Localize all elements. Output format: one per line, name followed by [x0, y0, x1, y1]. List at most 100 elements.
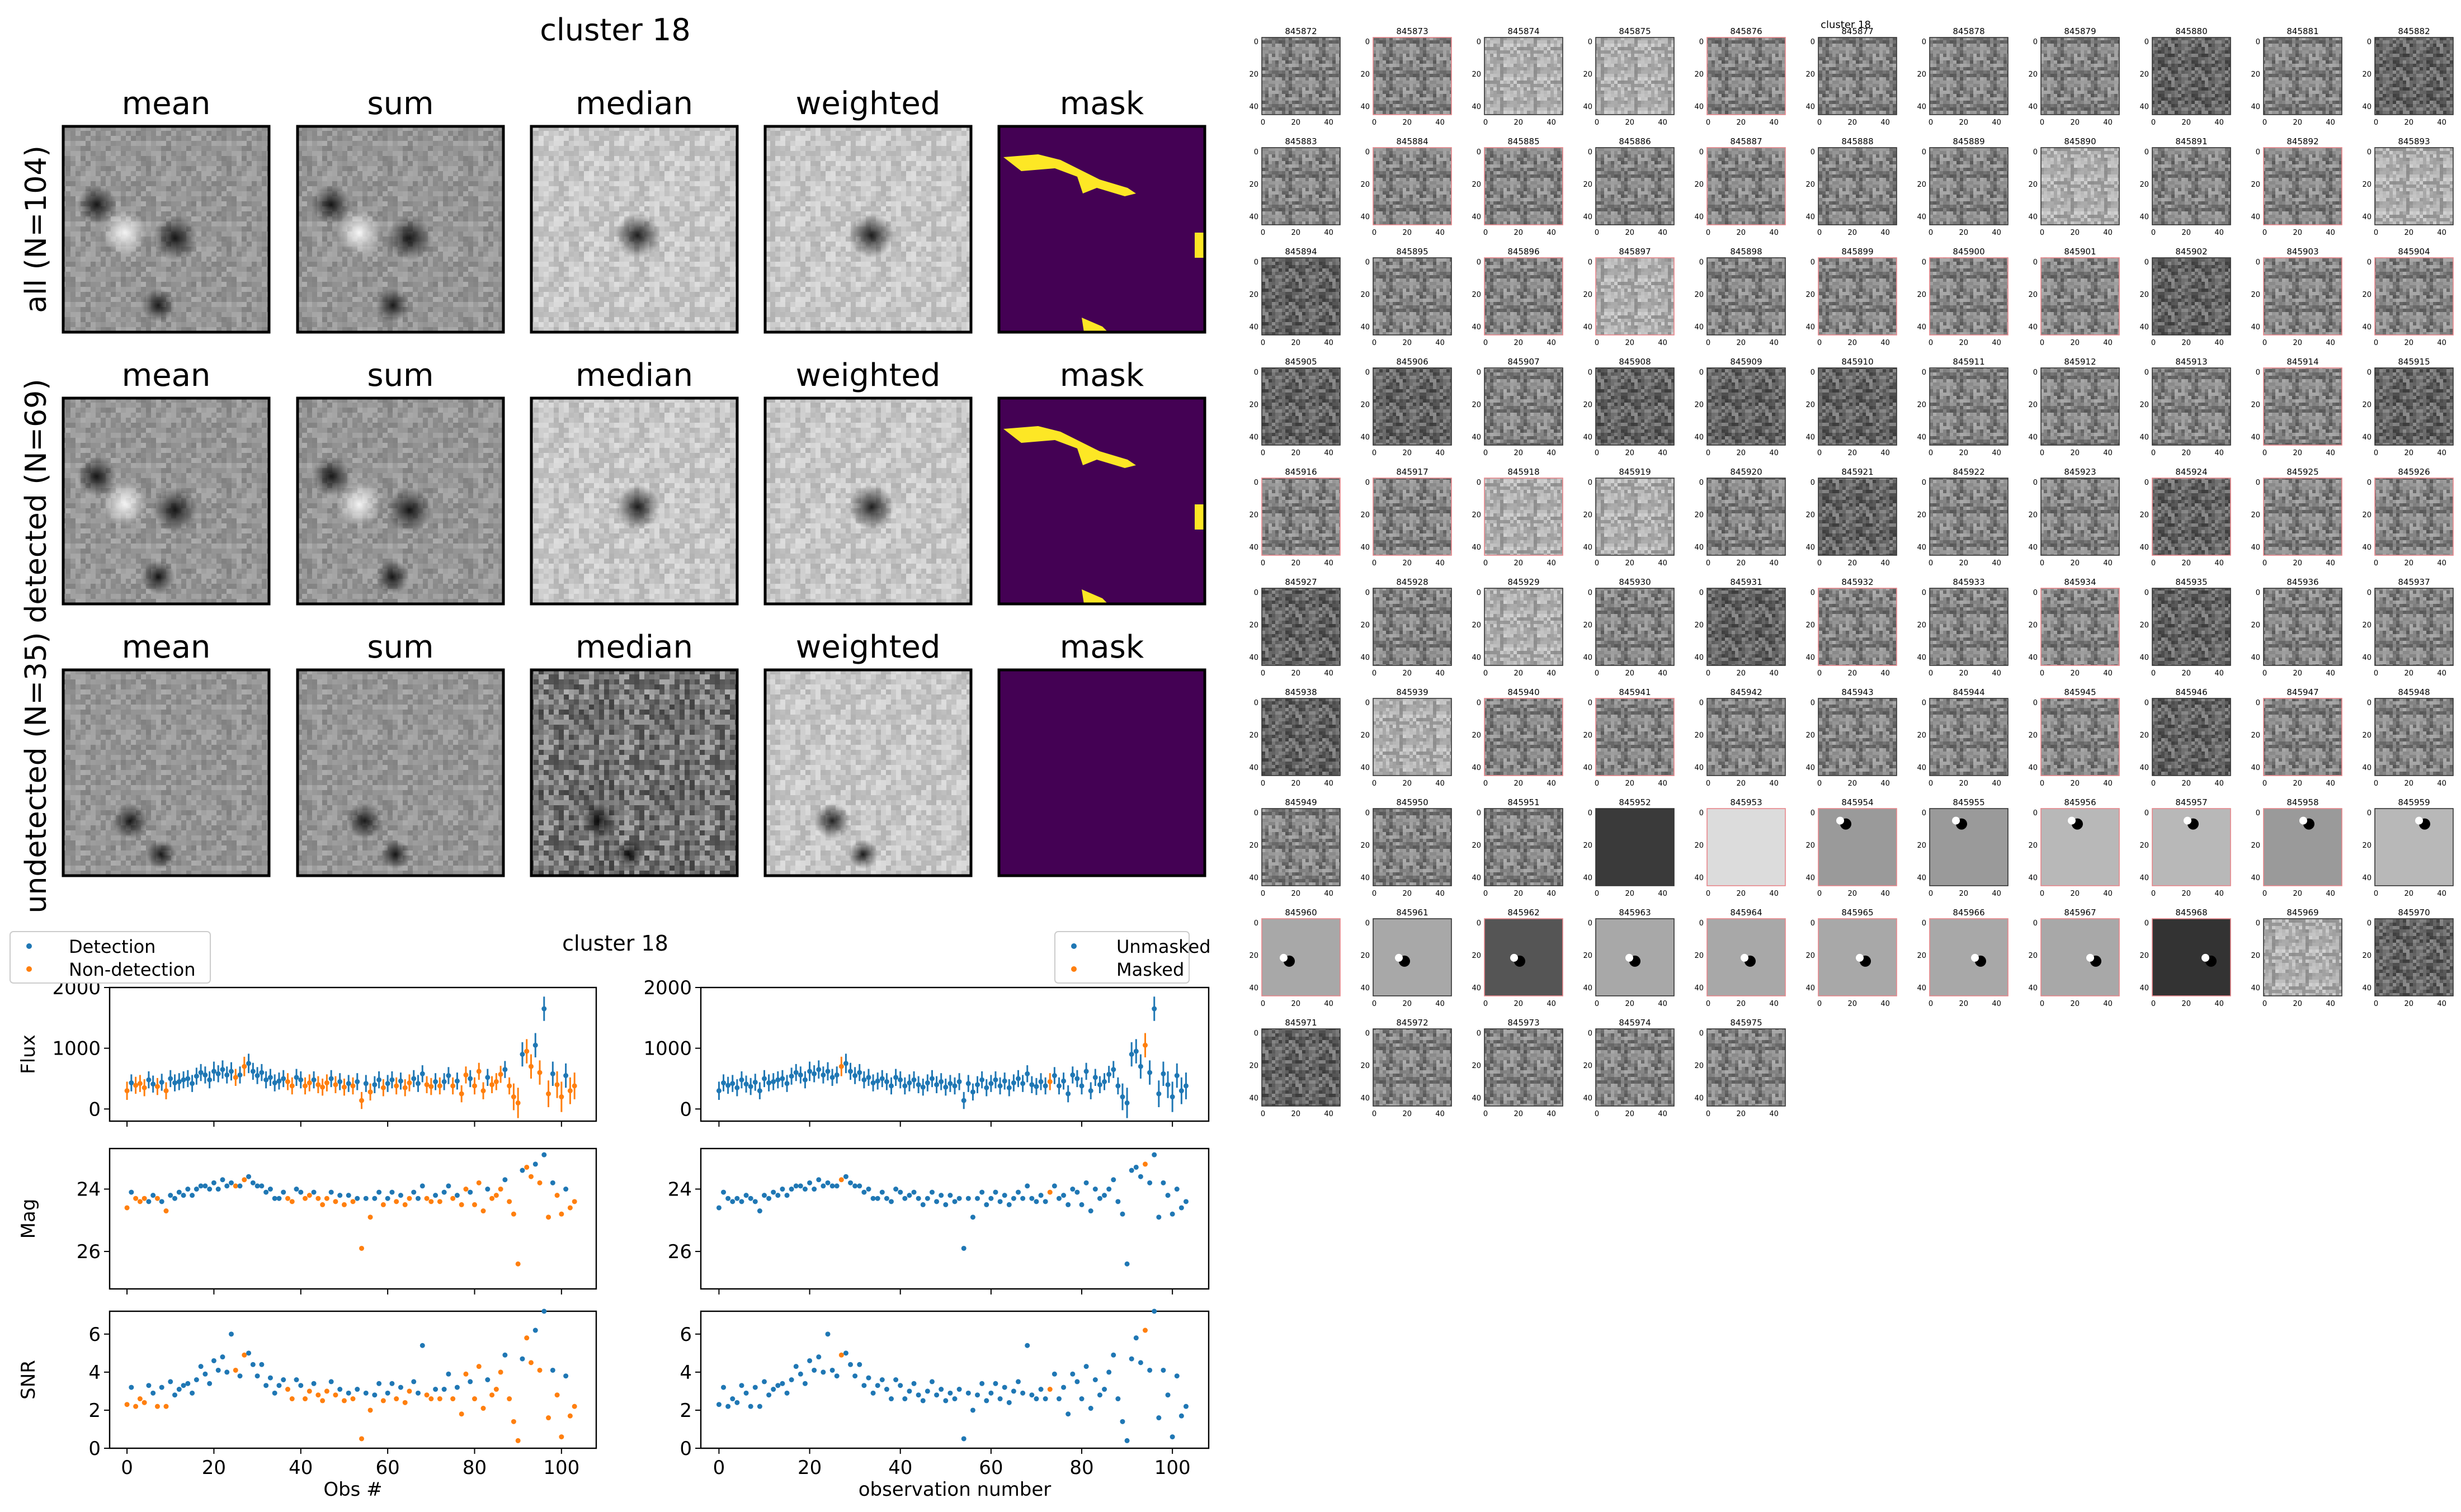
thumbnail-ytick: 0	[1477, 479, 1481, 487]
data-point	[372, 1392, 378, 1398]
thumbnail-ytick: 20	[1472, 511, 1481, 519]
data-point	[1052, 1183, 1057, 1189]
thumbnail-xtick: 20	[2182, 1000, 2191, 1008]
data-point	[829, 1075, 835, 1080]
image-panel	[763, 668, 973, 877]
thumbnail-ytick: 0	[1811, 368, 1815, 377]
thumbnail-id: 845887	[1730, 136, 1762, 147]
legend-marker	[26, 966, 32, 972]
thumbnail-ytick: 40	[1694, 544, 1704, 552]
data-point	[207, 1187, 213, 1192]
data-point	[498, 1187, 503, 1192]
data-point	[337, 1387, 343, 1392]
thumbnail-xtick: 40	[1880, 779, 1890, 788]
data-point	[752, 1079, 758, 1085]
ylabel: Flux	[17, 1034, 40, 1074]
thumbnail-ytick: 20	[1805, 842, 1815, 850]
thumbnail-xtick: 40	[1547, 1110, 1556, 1118]
thumbnail-ytick: 20	[1360, 1062, 1370, 1070]
data-point	[816, 1177, 822, 1183]
data-point	[281, 1189, 286, 1195]
thumbnail-xtick: 20	[1514, 779, 1524, 788]
thumbnail-xtick: 40	[1547, 890, 1556, 898]
thumbnail-ytick: 0	[2256, 919, 2260, 928]
thumbnail-xtick: 40	[1324, 890, 1333, 898]
data-point	[1070, 1072, 1076, 1078]
data-point	[572, 1083, 577, 1089]
thumbnail-ytick: 40	[1917, 433, 1926, 442]
thumbnail-xtick: 0	[2262, 559, 2267, 568]
data-point	[965, 1081, 971, 1086]
thumbnail-id: 845873	[1396, 26, 1428, 36]
data-point	[259, 1183, 265, 1189]
thumbnail-id: 845883	[1285, 136, 1317, 147]
data-point	[537, 1070, 543, 1075]
thumbnail-id: 845973	[1507, 1018, 1539, 1028]
thumbnail-xtick: 0	[1706, 669, 1710, 678]
data-point	[550, 1367, 555, 1373]
panel-title: weighted	[796, 86, 941, 122]
thumbnail-xtick: 20	[1403, 449, 1412, 457]
thumbnail-ytick: 40	[1249, 764, 1258, 772]
thumbnail-xtick: 0	[1483, 339, 1488, 347]
thumbnail-xtick: 0	[1483, 669, 1488, 678]
thumbnail-ytick: 20	[1360, 952, 1370, 960]
thumbnail-ytick: 20	[1472, 401, 1481, 409]
thumbnail-grid-title: cluster 18	[1821, 19, 1871, 31]
thumbnail-ytick: 0	[1254, 919, 1258, 928]
data-point	[929, 1076, 935, 1081]
data-point	[285, 1387, 290, 1392]
data-point	[1178, 1205, 1184, 1211]
data-point	[546, 1415, 551, 1421]
data-point	[559, 1211, 564, 1217]
data-point	[202, 1183, 208, 1189]
thumbnail-ytick: 40	[2028, 544, 2038, 552]
data-point	[237, 1373, 243, 1379]
data-point	[857, 1362, 862, 1367]
data-point	[907, 1388, 912, 1394]
thumbnail-xtick: 0	[1929, 1000, 1933, 1008]
thumbnail-id: 845881	[2286, 26, 2318, 36]
data-point	[224, 1072, 230, 1078]
data-point	[1120, 1419, 1125, 1424]
thumbnail-xtick: 20	[1291, 449, 1301, 457]
data-point	[1147, 1180, 1153, 1185]
data-point	[979, 1189, 985, 1195]
thumbnail-xtick: 20	[2071, 229, 2080, 237]
thumbnail-xtick: 0	[1706, 339, 1710, 347]
thumbnail-xtick: 20	[1291, 229, 1301, 237]
thumbnail-ytick: 20	[2139, 842, 2149, 850]
data-point	[563, 1073, 569, 1079]
data-point	[843, 1174, 848, 1179]
ytick-label: 2	[680, 1400, 692, 1422]
thumbnail-xtick: 20	[1959, 449, 1969, 457]
thumbnail-ytick: 0	[1588, 919, 1592, 928]
thumbnail-ytick: 40	[1805, 323, 1815, 332]
data-point	[1115, 1083, 1121, 1089]
data-point	[281, 1377, 286, 1382]
data-point	[380, 1202, 386, 1207]
image-panel	[763, 396, 973, 606]
data-point	[1156, 1091, 1162, 1097]
data-point	[524, 1048, 530, 1054]
data-point	[929, 1189, 935, 1195]
data-point	[441, 1189, 447, 1195]
thumbnail-xtick: 20	[1959, 890, 1969, 898]
thumbnail-xtick: 0	[1595, 890, 1599, 898]
thumbnail-ytick: 0	[1477, 1029, 1481, 1038]
thumbnail-xtick: 0	[1595, 229, 1599, 237]
data-point	[956, 1196, 962, 1201]
data-point	[1043, 1083, 1048, 1089]
data-point	[956, 1387, 962, 1392]
thumbnail-xtick: 0	[1817, 559, 1822, 568]
data-point	[766, 1196, 772, 1201]
thumbnail-ytick: 0	[2144, 148, 2149, 157]
data-point	[757, 1404, 762, 1409]
